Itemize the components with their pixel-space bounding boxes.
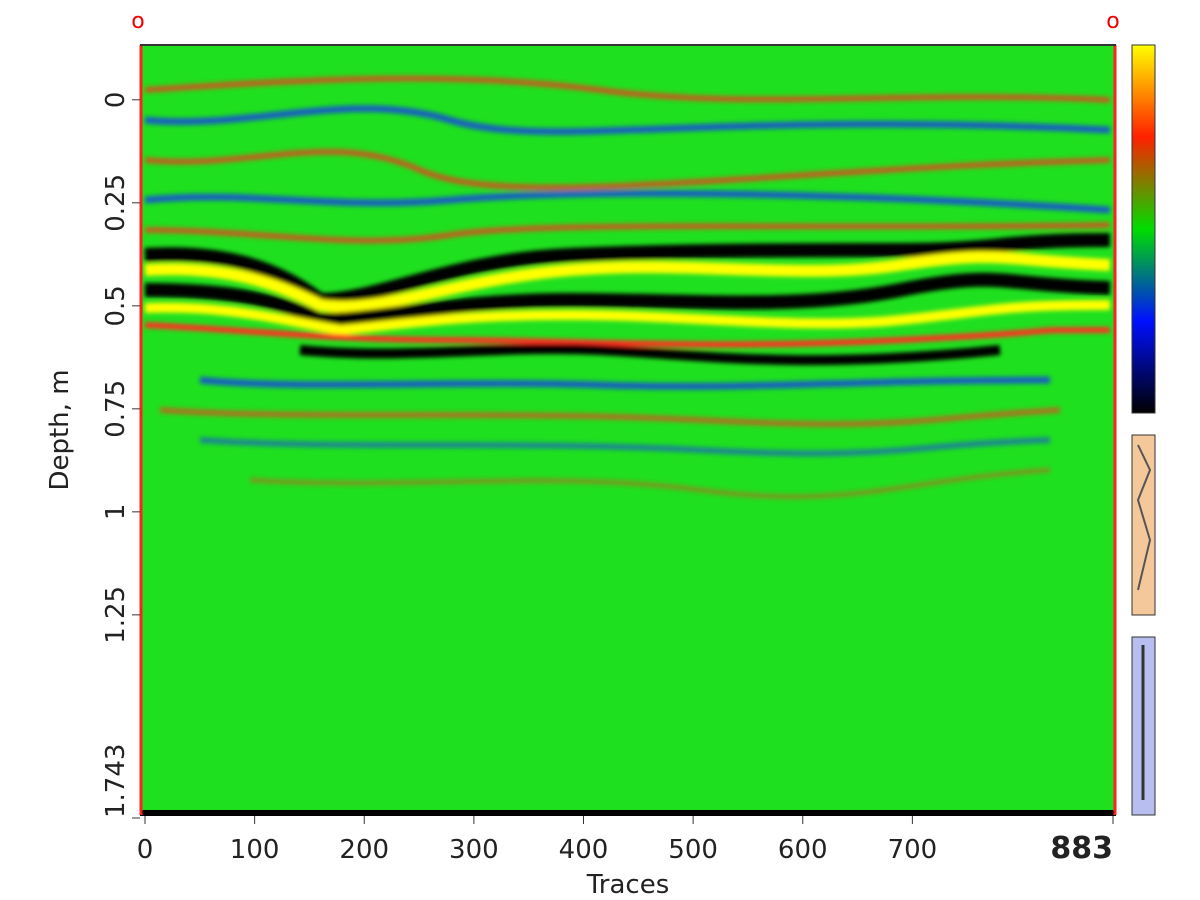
y-tick-label: 0.5 bbox=[101, 285, 131, 326]
reflections bbox=[144, 75, 1111, 500]
x-tick-label: 400 bbox=[559, 835, 609, 865]
y-axis-label: Depth, m bbox=[45, 369, 75, 490]
side-widget bbox=[1131, 434, 1156, 616]
x-axis-label: Traces bbox=[586, 870, 670, 900]
x-tick-label: 700 bbox=[888, 835, 938, 865]
side-widget-line bbox=[1136, 444, 1152, 591]
y-tick-label: 0 bbox=[101, 92, 131, 109]
y-tick-label: 0.75 bbox=[101, 380, 131, 438]
x-tick-label: 883 bbox=[1050, 831, 1113, 866]
corner-marker: o bbox=[1106, 9, 1119, 34]
x-tick-label: 100 bbox=[230, 835, 280, 865]
x-tick-label: 500 bbox=[668, 835, 718, 865]
y-tick-label: 1.743 bbox=[101, 744, 131, 818]
corner-marker: o bbox=[131, 9, 144, 34]
colorbar bbox=[1131, 44, 1156, 414]
x-tick-label: 0 bbox=[137, 835, 154, 865]
y-tick-label: 1.25 bbox=[101, 586, 131, 644]
x-tick-label: 200 bbox=[339, 835, 389, 865]
y-tick-label: 0.25 bbox=[101, 174, 131, 232]
plot-bottom bbox=[140, 810, 1116, 816]
y-tick-label: 1 bbox=[101, 504, 131, 521]
x-tick-label: 600 bbox=[778, 835, 828, 865]
plot-area bbox=[140, 45, 1116, 815]
x-tick-label: 300 bbox=[449, 835, 499, 865]
